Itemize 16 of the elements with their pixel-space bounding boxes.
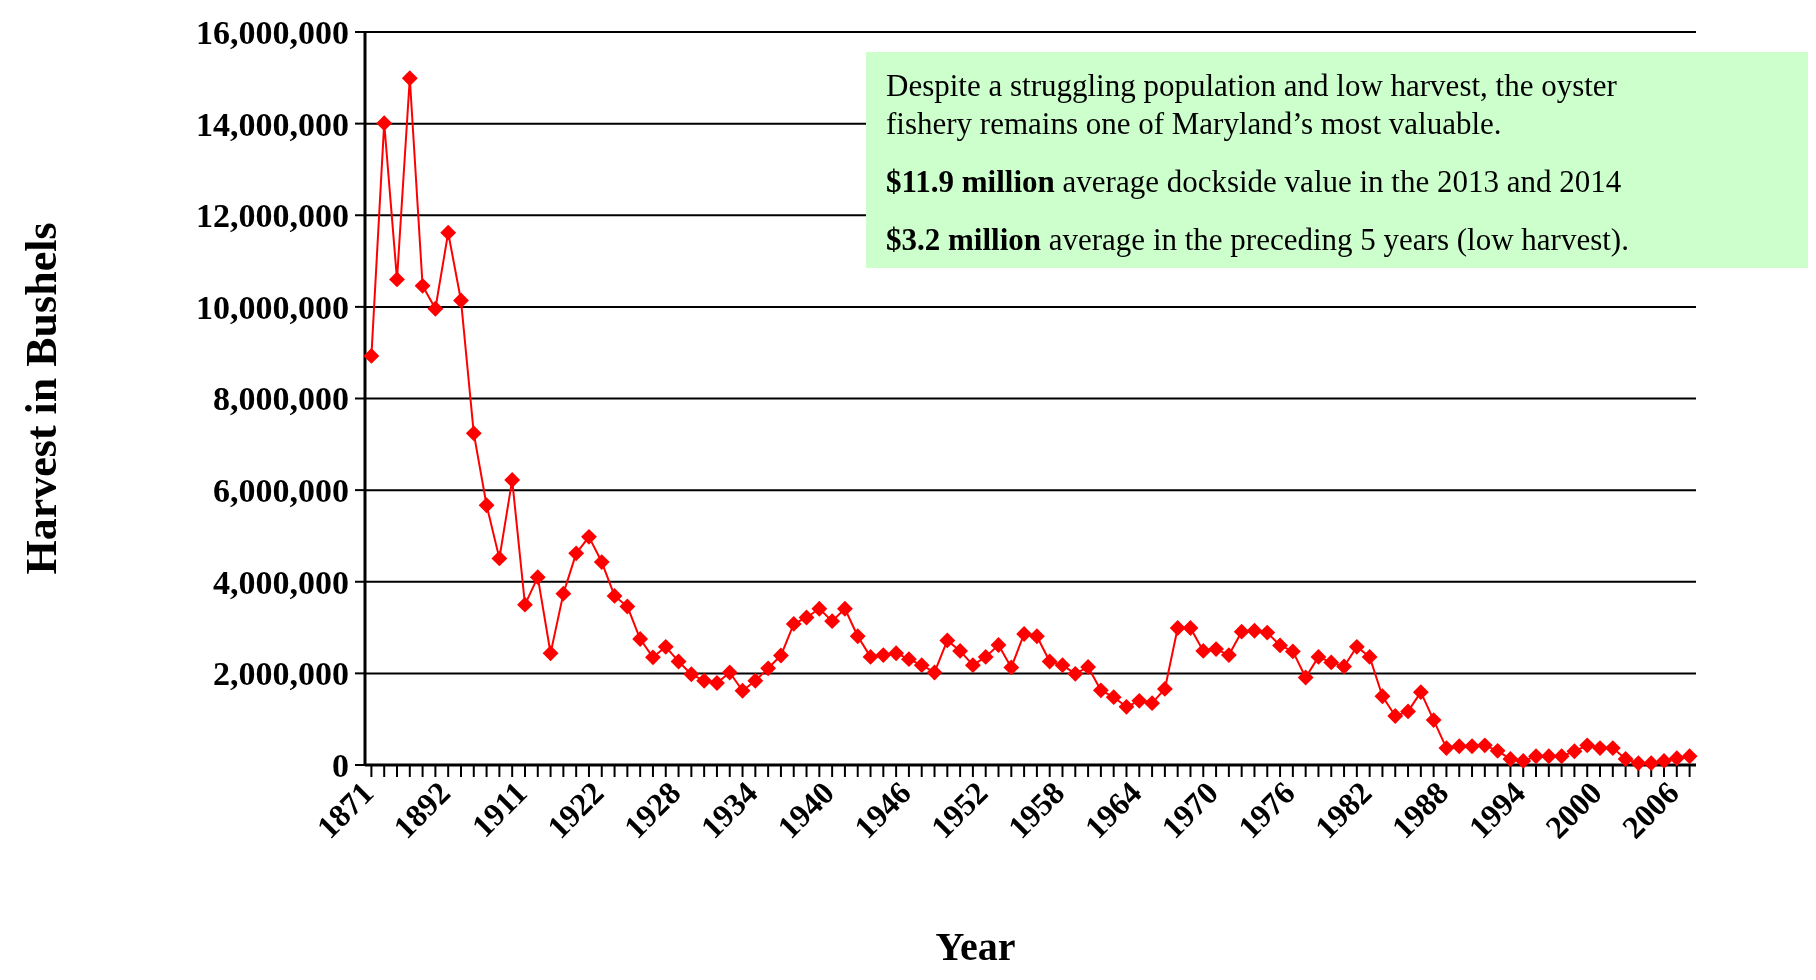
x-axis-title: Year bbox=[935, 924, 1016, 969]
y-axis-title: Harvest in Bushels bbox=[17, 222, 66, 575]
text-box: Despite a struggling population and low harvest, the oyster fishery remains one of Maryland’s most valuable. $11.9 million average dockside value in the 2013 and 2014 $3.2 million average in the preceding 5 years (low harvest). bbox=[866, 52, 1808, 268]
y-tick-label: 12,000,000 bbox=[196, 197, 349, 235]
y-tick-label: 8,000,000 bbox=[213, 380, 349, 418]
annotation: $3.2 million average in the preceding 5 years (low harvest). bbox=[886, 222, 1629, 257]
y-tick-label: 16,000,000 bbox=[196, 13, 349, 51]
x-tick-label: 1911 bbox=[464, 774, 534, 844]
y-tick-label: 0 bbox=[332, 746, 349, 784]
y-tick-label: 4,000,000 bbox=[213, 563, 349, 601]
y-tick-label: 14,000,000 bbox=[196, 105, 349, 143]
y-tick-label: 6,000,000 bbox=[213, 472, 349, 510]
y-tick-label: 2,000,000 bbox=[213, 655, 349, 693]
annotation: $11.9 million average dockside value in the 2013 and 2014 bbox=[886, 164, 1622, 199]
y-tick-label: 10,000,000 bbox=[196, 288, 349, 326]
annotation: Despite a struggling population and low harvest, the oyster fishery remains one of Maryland’s most valuable. bbox=[886, 68, 1618, 141]
